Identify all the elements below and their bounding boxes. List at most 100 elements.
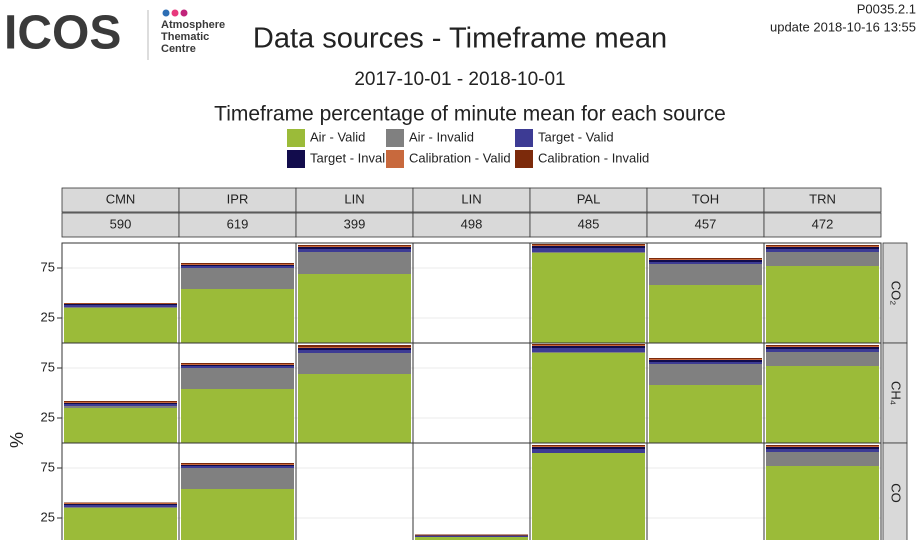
panel bbox=[413, 243, 530, 343]
legend-swatch bbox=[386, 129, 404, 147]
bar-segment bbox=[181, 365, 294, 366]
bar-segment bbox=[181, 463, 294, 464]
bar-segment bbox=[532, 353, 645, 443]
bar-segment bbox=[649, 262, 762, 264]
panel bbox=[413, 443, 530, 540]
y-tick-label: 25 bbox=[41, 509, 55, 524]
column-count: 498 bbox=[461, 216, 483, 231]
bar-segment bbox=[181, 265, 294, 266]
chart-subtitle: 2017-10-01 - 2018-10-01 bbox=[354, 69, 565, 90]
bar-segment bbox=[415, 535, 528, 536]
column-label: IPR bbox=[227, 191, 249, 206]
chart-caption: Timeframe percentage of minute mean for … bbox=[214, 103, 726, 126]
bar-segment bbox=[298, 347, 411, 348]
bar-segment bbox=[64, 401, 177, 402]
strip bbox=[61, 212, 180, 238]
bar-segment bbox=[766, 449, 879, 452]
column-label: CMN bbox=[106, 191, 136, 206]
bar-segment bbox=[64, 305, 177, 307]
logo-dot bbox=[162, 9, 170, 17]
bar-segment bbox=[649, 362, 762, 364]
panel bbox=[413, 343, 530, 443]
y-tick-label: 75 bbox=[41, 259, 55, 274]
legend-swatch bbox=[515, 129, 533, 147]
bar-segment bbox=[181, 464, 294, 465]
bar-segment bbox=[298, 252, 411, 274]
logo-dot bbox=[180, 9, 188, 17]
chart-title: Data sources - Timeframe mean bbox=[253, 23, 667, 55]
logo-line: Centre bbox=[161, 43, 196, 55]
bar-segment bbox=[64, 403, 177, 404]
bar-segment bbox=[415, 534, 528, 535]
bar-segment bbox=[298, 274, 411, 343]
bar-segment bbox=[766, 345, 879, 346]
bar-segment bbox=[181, 364, 294, 365]
bar-segment bbox=[181, 466, 294, 468]
bar-segment bbox=[64, 508, 177, 540]
column-count: 485 bbox=[578, 216, 600, 231]
legend-label: Target - Valid bbox=[538, 129, 614, 144]
strip bbox=[882, 242, 908, 344]
bar-segment bbox=[766, 452, 879, 466]
bar-segment bbox=[64, 404, 177, 406]
legend-label: Air - Valid bbox=[310, 129, 365, 144]
legend-label: Air - Invalid bbox=[409, 129, 474, 144]
bar-segment bbox=[532, 449, 645, 453]
bar-segment bbox=[64, 408, 177, 443]
strip bbox=[529, 187, 648, 213]
bar-segment bbox=[64, 502, 177, 503]
y-tick-label: 25 bbox=[41, 409, 55, 424]
bar-segment bbox=[298, 246, 411, 247]
bar-segment bbox=[181, 389, 294, 443]
bar-segment bbox=[532, 248, 645, 252]
bar-segment bbox=[649, 360, 762, 362]
bar-segment bbox=[181, 264, 294, 265]
y-tick-label: 75 bbox=[41, 359, 55, 374]
strip bbox=[295, 212, 414, 238]
bar-segment bbox=[649, 359, 762, 360]
bar-segment bbox=[649, 285, 762, 343]
bar-segment bbox=[181, 366, 294, 368]
logo-line: Atmosphere bbox=[161, 19, 225, 31]
bar-segment bbox=[766, 466, 879, 540]
bar-segment bbox=[298, 245, 411, 246]
bar-segment bbox=[532, 245, 645, 246]
column-label: LIN bbox=[344, 191, 364, 206]
bar-segment bbox=[532, 446, 645, 447]
bar-segment bbox=[766, 447, 879, 449]
bar-segment bbox=[532, 346, 645, 348]
bar-segment bbox=[532, 252, 645, 253]
column-count: 590 bbox=[110, 216, 132, 231]
bar-segment bbox=[298, 247, 411, 249]
bar-segment bbox=[64, 303, 177, 304]
legend-swatch bbox=[386, 150, 404, 168]
bar-segment bbox=[181, 263, 294, 264]
bar-segment bbox=[532, 246, 645, 248]
update: update 2018-10-16 13:55 bbox=[770, 19, 916, 34]
row-label: CO bbox=[889, 483, 904, 503]
bar-segment bbox=[64, 402, 177, 403]
bar-segment bbox=[766, 349, 879, 352]
bar-segment bbox=[766, 346, 879, 347]
column-count: 399 bbox=[344, 216, 366, 231]
logo-name: ICOS bbox=[4, 7, 121, 60]
bar-segment bbox=[532, 348, 645, 352]
bar-segment bbox=[181, 368, 294, 389]
bar-segment bbox=[298, 353, 411, 374]
bar-segment bbox=[64, 504, 177, 505]
bar-segment bbox=[649, 264, 762, 285]
bar-segment bbox=[64, 303, 177, 304]
bar-segment bbox=[181, 289, 294, 343]
bar-segment bbox=[181, 268, 294, 289]
bar-segment bbox=[64, 308, 177, 343]
strip bbox=[529, 212, 648, 238]
bar-segment bbox=[532, 447, 645, 449]
strip bbox=[763, 187, 882, 213]
bar-segment bbox=[415, 536, 528, 537]
strip bbox=[882, 442, 908, 540]
column-label: TOH bbox=[692, 191, 719, 206]
strip bbox=[763, 212, 882, 238]
bar-segment bbox=[415, 535, 528, 536]
bar-segment bbox=[649, 364, 762, 385]
